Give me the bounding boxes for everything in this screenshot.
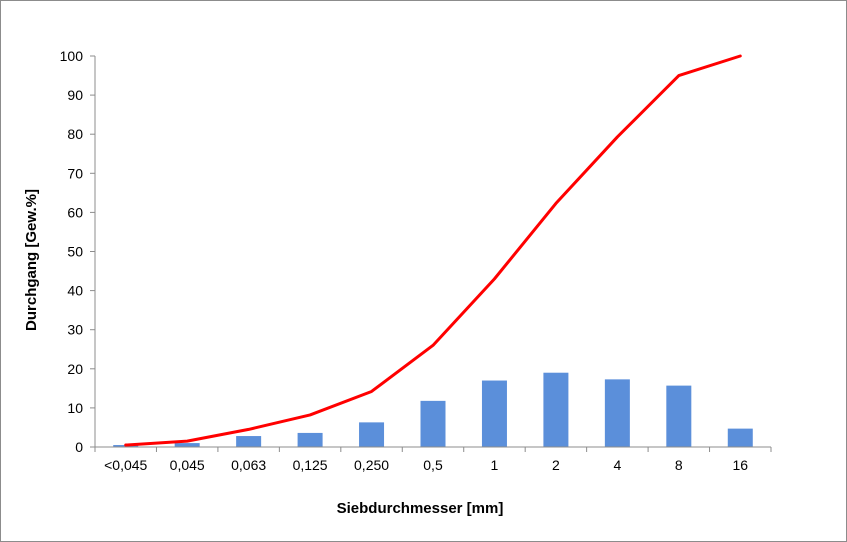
y-tick-label: 20 xyxy=(67,361,83,377)
x-tick-label: 0,045 xyxy=(170,457,205,473)
y-tick-label: 60 xyxy=(67,204,83,220)
bar xyxy=(666,385,692,447)
axes xyxy=(94,56,771,448)
y-tick-label: 50 xyxy=(67,244,83,260)
x-axis-title: Siebdurchmesser [mm] xyxy=(337,500,504,517)
y-tick-label: 30 xyxy=(67,322,83,338)
x-tick-label: 0,063 xyxy=(231,457,266,473)
bar xyxy=(727,428,753,447)
bar xyxy=(543,372,569,447)
y-tick-label: 90 xyxy=(67,87,83,103)
x-tick-label: 0,125 xyxy=(293,457,328,473)
line-series xyxy=(124,54,742,447)
x-tick-label: <0,045 xyxy=(104,457,147,473)
cumulative-line xyxy=(124,54,742,447)
y-tick-label: 100 xyxy=(60,48,84,64)
y-tick-label: 70 xyxy=(67,165,83,181)
bar xyxy=(297,432,323,447)
bar-series xyxy=(113,372,753,447)
y-tick-label: 80 xyxy=(67,126,83,142)
y-axis-title: Durchgang [Gew.%] xyxy=(23,189,40,331)
y-tick-label: 40 xyxy=(67,283,83,299)
y-tick-label: 10 xyxy=(67,400,83,416)
x-tick-label: 16 xyxy=(732,457,748,473)
y-tick-label: 0 xyxy=(75,439,83,455)
x-tick-label: 8 xyxy=(675,457,683,473)
bar xyxy=(174,443,200,447)
x-axis-ticks: <0,045 0,045 0,063 0,125 0,250 0,5 1 2 4 8 16 xyxy=(94,447,772,473)
x-tick-label: 0,250 xyxy=(354,457,389,473)
bar xyxy=(481,380,507,447)
bar xyxy=(236,436,262,447)
bar xyxy=(604,379,630,447)
x-tick-label: 2 xyxy=(552,457,560,473)
bar xyxy=(420,400,446,447)
x-tick-label: 0,5 xyxy=(423,457,443,473)
bar xyxy=(359,422,385,447)
x-tick-label: 4 xyxy=(613,457,621,473)
x-tick-label: 1 xyxy=(491,457,499,473)
y-axis-ticks: 0 10 20 30 40 50 60 70 80 90 100 xyxy=(60,48,95,455)
